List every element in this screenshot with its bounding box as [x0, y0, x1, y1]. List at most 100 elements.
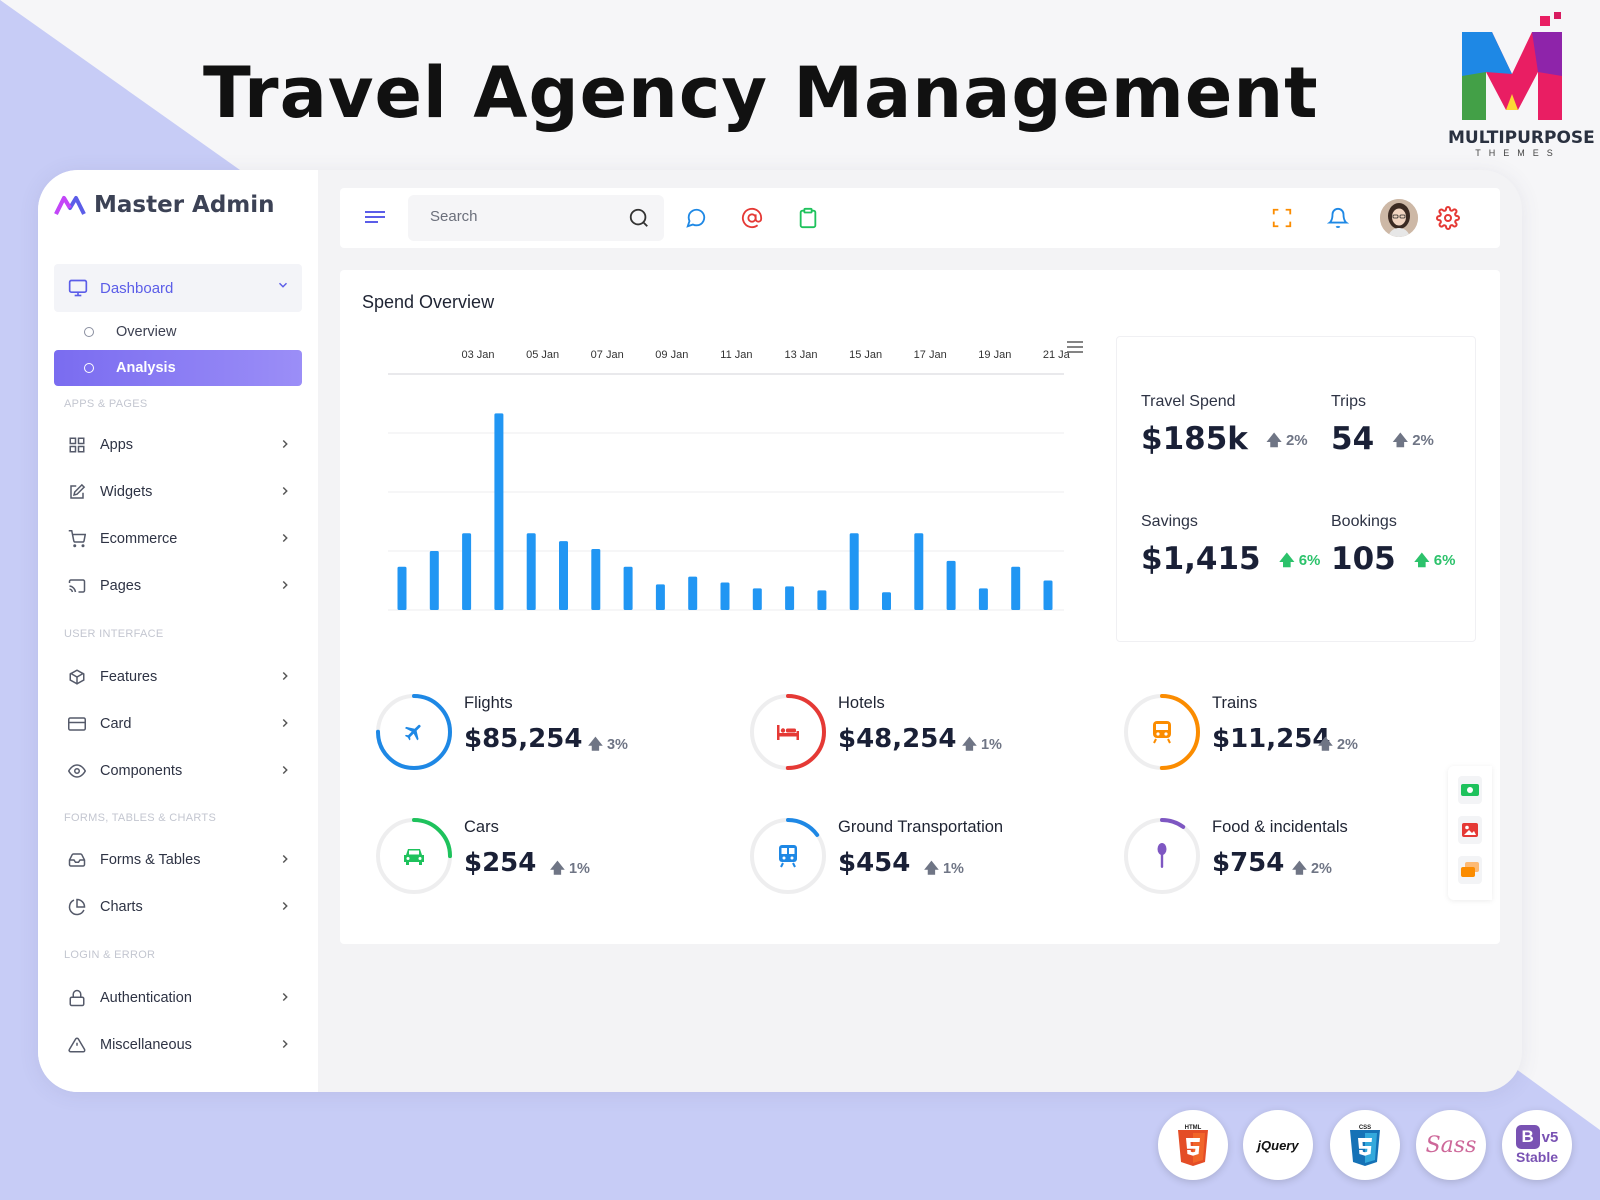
floating-toolbar	[1448, 766, 1492, 900]
float-button-money[interactable]	[1458, 776, 1482, 804]
category-hotels[interactable]: Hotels $48,254 🡅 1%	[748, 692, 1108, 782]
sidebar-item-label: Pages	[100, 578, 142, 594]
chart-bar[interactable]	[655, 584, 665, 610]
chart-bar[interactable]	[882, 592, 891, 610]
stat-change-value: 2%	[1412, 432, 1434, 449]
progress-ring-fill	[750, 694, 826, 770]
chart-bar[interactable]	[397, 566, 407, 610]
chart-bar[interactable]	[1043, 580, 1053, 611]
box-icon	[69, 669, 85, 685]
chart-bar[interactable]	[785, 586, 795, 610]
clipboard-button[interactable]	[794, 204, 822, 232]
user-avatar[interactable]	[1380, 199, 1418, 237]
chart-x-tick-label: 05 Jan	[526, 349, 559, 361]
category-change-value: 1%	[980, 737, 1002, 753]
chevron-right-icon	[282, 580, 288, 590]
app-logo[interactable]: Master Admin	[54, 192, 275, 218]
chart-bar[interactable]	[526, 533, 536, 610]
jquery-label: jQuery	[1257, 1137, 1299, 1153]
chart-menu-icon[interactable]	[1066, 340, 1084, 354]
html5-icon: HTML	[1178, 1125, 1208, 1166]
sidebar-item-forms-tables[interactable]: Forms & Tables	[54, 840, 302, 880]
sidebar-item-authentication[interactable]: Authentication	[54, 978, 302, 1018]
chart-bar[interactable]	[1011, 566, 1021, 610]
chart-bar[interactable]	[817, 590, 827, 610]
sidebar-item-dashboard[interactable]: Dashboard	[54, 264, 302, 312]
hamburger-menu-icon[interactable]	[364, 208, 386, 228]
category-cars[interactable]: Cars $254 🡅 1%	[374, 816, 734, 906]
category-change-value: 3%	[606, 737, 628, 753]
layers-icon	[1461, 862, 1479, 877]
credit-card-icon	[68, 717, 86, 731]
category-name: Cars	[464, 818, 499, 836]
chart-bar[interactable]	[914, 533, 924, 610]
chart-bar[interactable]	[978, 588, 988, 610]
category-change: 🡅 1%	[924, 858, 964, 883]
chart-bar[interactable]	[720, 582, 730, 610]
bell-icon	[1327, 208, 1349, 229]
chart-bar[interactable]	[591, 549, 601, 610]
arrow-up-icon: 🡅	[1266, 432, 1282, 449]
float-button-layers[interactable]	[1458, 856, 1482, 884]
sidebar-item-charts[interactable]: Charts	[54, 887, 302, 927]
metro-icon	[779, 845, 797, 868]
chart-bar[interactable]	[494, 413, 504, 610]
arrow-up-icon: 🡅	[1292, 861, 1307, 877]
sidebar-item-widgets[interactable]: Widgets	[54, 472, 302, 512]
chevron-down-icon	[278, 282, 288, 288]
chart-bar[interactable]	[688, 576, 698, 610]
chart-bar[interactable]	[623, 566, 633, 610]
mention-button[interactable]	[738, 204, 766, 232]
search-input[interactable]	[430, 208, 620, 225]
chart-bar[interactable]	[559, 541, 568, 610]
category-name: Food & incidentals	[1212, 818, 1348, 836]
bootstrap-icon: B	[1515, 1125, 1540, 1149]
category-food-incidentals[interactable]: Food & incidentals $754 🡅 2%	[1122, 816, 1482, 906]
sidebar-item-components[interactable]: Components	[54, 751, 302, 791]
sidebar-subitem-overview[interactable]: Overview	[54, 314, 302, 350]
settings-button[interactable]	[1434, 204, 1462, 232]
sidebar-item-features[interactable]: Features	[54, 657, 302, 697]
sidebar-item-apps[interactable]: Apps	[54, 425, 302, 465]
at-sign-icon	[741, 207, 763, 228]
category-change: 🡅 3%	[588, 734, 628, 759]
car-icon	[404, 849, 424, 865]
app-name: Master Admin	[94, 192, 275, 218]
chat-button[interactable]	[682, 204, 710, 232]
arrow-up-icon: 🡅	[588, 737, 603, 753]
topbar	[340, 188, 1500, 248]
float-button-image[interactable]	[1458, 816, 1482, 844]
notifications-button[interactable]	[1324, 204, 1352, 232]
sidebar-item-ecommerce[interactable]: Ecommerce	[54, 519, 302, 559]
chevron-right-icon	[282, 439, 288, 449]
category-change-value: 2%	[1336, 737, 1358, 753]
sidebar-item-label: Widgets	[100, 484, 153, 500]
chart-bar[interactable]	[849, 533, 859, 610]
sidebar-subitem-analysis[interactable]: Analysis	[54, 350, 302, 386]
category-trains[interactable]: Trains $11,254 🡅 2%	[1122, 692, 1482, 782]
progress-ring	[750, 694, 826, 770]
sidebar-item-pages[interactable]: Pages	[54, 566, 302, 606]
section-title-apps: APPS & PAGES	[64, 398, 148, 410]
sidebar-item-dashboard-label: Dashboard	[100, 279, 174, 297]
chart-bar[interactable]	[429, 551, 439, 610]
sidebar-item-card[interactable]: Card	[54, 704, 302, 744]
message-circle-icon	[686, 208, 706, 228]
chart-bar[interactable]	[752, 588, 762, 610]
category-flights[interactable]: Flights $85,254 🡅 3%	[374, 692, 734, 782]
fullscreen-button[interactable]	[1268, 204, 1296, 232]
search-icon[interactable]	[628, 207, 650, 229]
sidebar-item-label: Apps	[100, 437, 134, 453]
sidebar-item-miscellaneous[interactable]: Miscellaneous	[54, 1025, 302, 1065]
chart-bar[interactable]	[946, 560, 956, 610]
chart-bar[interactable]	[462, 533, 472, 610]
sidebar-item-label: Card	[100, 716, 132, 732]
stat-change: 🡅 6%	[1414, 550, 1455, 575]
gear-icon	[1436, 206, 1460, 230]
progress-ring	[750, 818, 826, 894]
category-ground-transportation[interactable]: Ground Transportation $454 🡅 1%	[748, 816, 1108, 906]
css3-badge: CSS	[1330, 1110, 1400, 1180]
chart-x-tick-label: 19 Jan	[978, 349, 1011, 361]
jquery-badge: jQuery	[1243, 1110, 1313, 1180]
cast-icon	[68, 579, 86, 593]
